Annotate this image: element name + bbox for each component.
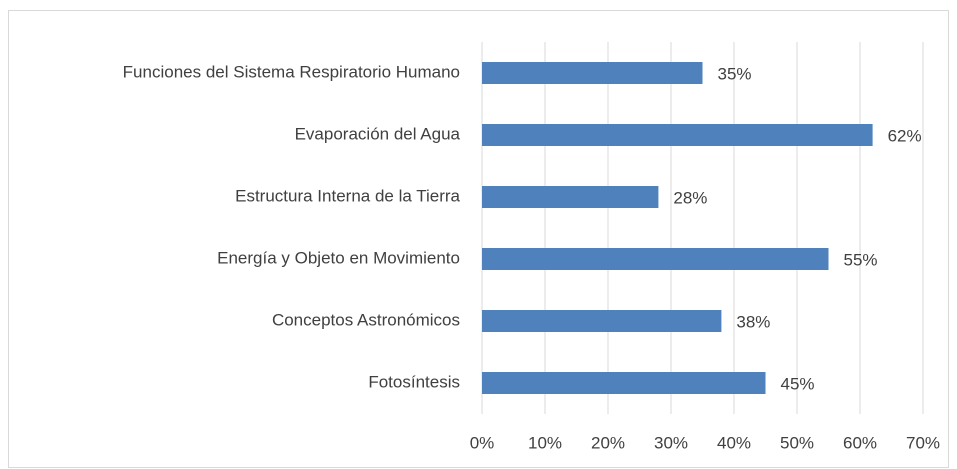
bar — [482, 62, 703, 84]
x-tick-label: 20% — [591, 433, 625, 452]
x-tick-label: 10% — [528, 433, 562, 452]
y-tick-label: Energía y Objeto en Movimiento — [217, 248, 460, 267]
x-tick-label: 30% — [654, 433, 688, 452]
y-tick-label: Conceptos Astronómicos — [272, 310, 460, 329]
y-tick-label: Fotosíntesis — [368, 372, 460, 391]
data-label: 55% — [844, 250, 878, 269]
x-tick-label: 70% — [906, 433, 940, 452]
x-tick-label: 50% — [780, 433, 814, 452]
chart-border — [8, 10, 949, 468]
data-label: 62% — [888, 126, 922, 145]
bar — [482, 124, 873, 146]
x-tick-label: 60% — [843, 433, 877, 452]
x-tick-label: 40% — [717, 433, 751, 452]
bar — [482, 372, 766, 394]
y-tick-label: Evaporación del Agua — [295, 124, 461, 143]
data-label: 35% — [718, 64, 752, 83]
data-label: 28% — [673, 188, 707, 207]
y-tick-label: Estructura Interna de la Tierra — [235, 186, 460, 205]
y-tick-label: Funciones del Sistema Respiratorio Human… — [123, 62, 460, 81]
data-label: 45% — [781, 374, 815, 393]
bar — [482, 186, 659, 208]
x-tick-label: 0% — [470, 433, 495, 452]
bar — [482, 248, 829, 270]
bar — [482, 310, 722, 332]
data-label: 38% — [736, 312, 770, 331]
